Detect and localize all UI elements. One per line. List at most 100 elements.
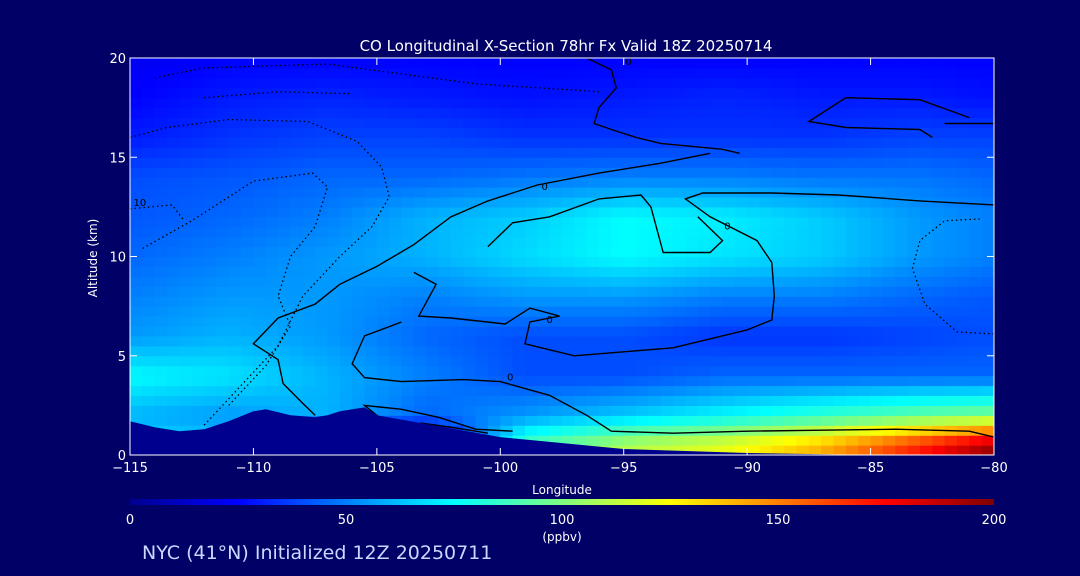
heatmap-cell	[562, 355, 575, 367]
heatmap-cell	[475, 385, 489, 397]
heatmap-cell	[302, 385, 316, 397]
heatmap-cell	[722, 256, 736, 268]
heatmap-cell	[537, 236, 551, 248]
heatmap-cell	[919, 167, 933, 178]
heatmap-cell	[611, 316, 625, 327]
heatmap-cell	[636, 316, 649, 327]
heatmap-cell	[932, 97, 946, 109]
heatmap-cell	[660, 316, 674, 327]
heatmap-cell	[426, 316, 440, 327]
heatmap-cell	[685, 365, 699, 377]
heatmap-cell	[833, 67, 847, 79]
heatmap-cell	[302, 355, 316, 367]
heatmap-cell	[858, 306, 872, 317]
heatmap-cell	[636, 97, 649, 109]
heatmap-cell	[722, 316, 736, 327]
heatmap-cell	[376, 147, 390, 158]
heatmap-cell	[685, 117, 699, 129]
heatmap-cell	[426, 206, 440, 218]
heatmap-cell	[438, 316, 452, 327]
contour-line	[362, 404, 513, 432]
heatmap-cell	[586, 107, 600, 119]
heatmap-cell	[463, 316, 477, 327]
heatmap-cell	[487, 167, 501, 178]
heatmap-cell	[747, 445, 761, 455]
heatmap-cell	[759, 375, 773, 387]
heatmap-cell	[401, 266, 415, 277]
heatmap-cell	[833, 395, 847, 406]
heatmap-cell	[389, 216, 403, 228]
heatmap-cell	[179, 67, 193, 79]
heatmap-cell	[796, 137, 810, 148]
heatmap-cell	[648, 375, 662, 387]
heatmap-cell	[981, 157, 994, 168]
heatmap-cell	[241, 97, 255, 109]
heatmap-cell	[401, 355, 415, 367]
heatmap-cell	[204, 335, 217, 347]
heatmap-cell	[858, 117, 872, 129]
heatmap-cell	[426, 127, 440, 138]
heatmap-cell	[771, 167, 785, 178]
heatmap-cell	[919, 316, 933, 327]
heatmap-cell	[808, 296, 822, 307]
heatmap-cell	[154, 87, 168, 99]
y-axis-label: Altitude (km)	[86, 219, 100, 298]
heatmap-cell	[981, 435, 994, 446]
heatmap-cell	[450, 97, 464, 109]
heatmap-cell	[611, 296, 625, 307]
heatmap-cell	[821, 117, 835, 129]
heatmap-cell	[450, 187, 464, 198]
heatmap-cell	[821, 286, 835, 297]
heatmap-cell	[907, 107, 921, 119]
heatmap-cell	[574, 97, 588, 109]
colorbar-tick-label: 50	[338, 513, 355, 528]
heatmap-cell	[228, 345, 242, 357]
heatmap-cell	[858, 97, 872, 109]
heatmap-cell	[907, 117, 921, 129]
contour-line	[351, 321, 994, 438]
heatmap-cell	[401, 147, 415, 158]
heatmap-cell	[771, 226, 785, 238]
heatmap-cell	[858, 87, 872, 99]
heatmap-cell	[870, 395, 884, 406]
heatmap-cell	[241, 127, 255, 138]
contour-label: 10	[134, 198, 147, 209]
heatmap-cell	[771, 306, 785, 317]
heatmap-cell	[734, 117, 748, 129]
heatmap-cell	[771, 395, 785, 406]
heatmap-cell	[315, 216, 329, 228]
heatmap-cell	[327, 216, 341, 228]
heatmap-cell	[512, 365, 526, 377]
heatmap-cell	[364, 316, 378, 327]
heatmap-cell	[808, 325, 822, 337]
heatmap-cell	[673, 435, 687, 446]
heatmap-cell	[253, 117, 267, 129]
heatmap-cell	[537, 117, 551, 129]
heatmap-cell	[130, 405, 143, 416]
heatmap-cell	[302, 296, 316, 307]
heatmap-cell	[463, 306, 477, 317]
heatmap-cell	[154, 77, 168, 89]
heatmap-cell	[944, 127, 958, 138]
heatmap-cell	[524, 335, 538, 347]
heatmap-cell	[278, 127, 292, 138]
heatmap-cell	[389, 286, 403, 297]
heatmap-cell	[673, 206, 687, 218]
heatmap-cell	[204, 177, 217, 188]
heatmap-cell	[648, 147, 662, 158]
heatmap-cell	[389, 266, 403, 277]
heatmap-cell	[882, 167, 896, 178]
contour-label: 0	[724, 222, 730, 233]
heatmap-cell	[204, 345, 217, 357]
heatmap-cell	[845, 246, 859, 258]
heatmap-cell	[450, 276, 464, 287]
heatmap-cell	[167, 177, 180, 188]
heatmap-cell	[179, 246, 193, 258]
heatmap-cell	[895, 365, 909, 377]
heatmap-cell	[302, 306, 316, 317]
heatmap-cell	[845, 187, 859, 198]
heatmap-cell	[981, 325, 994, 337]
heatmap-cell	[537, 365, 551, 377]
heatmap-cell	[364, 385, 378, 397]
heatmap-cell	[562, 365, 575, 377]
